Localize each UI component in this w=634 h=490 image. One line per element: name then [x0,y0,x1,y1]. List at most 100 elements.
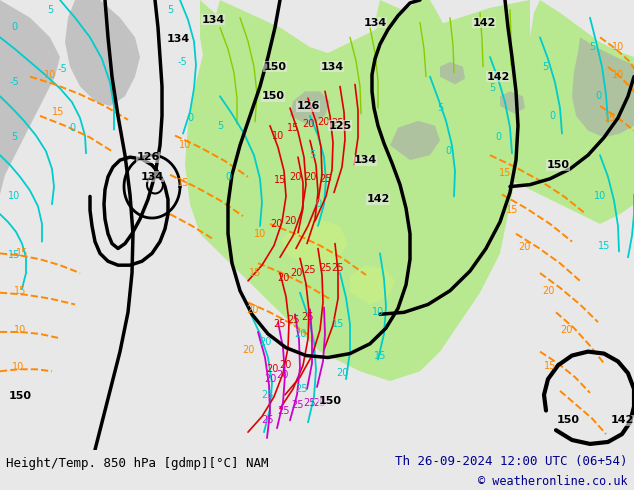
Text: 10: 10 [254,229,266,239]
Text: 20: 20 [246,305,258,316]
Text: 20: 20 [277,273,289,283]
Text: 150: 150 [557,416,579,425]
Text: 0: 0 [549,111,555,121]
Text: 20: 20 [302,119,314,129]
Text: 15: 15 [177,178,189,188]
Text: 25: 25 [292,400,304,410]
Text: 20: 20 [279,360,291,370]
Text: 25: 25 [274,319,286,329]
Text: 25: 25 [262,416,275,425]
Text: 0: 0 [225,172,231,182]
Text: 125: 125 [328,121,352,131]
Text: 150: 150 [8,391,32,401]
Text: 20: 20 [242,344,254,355]
Text: 15: 15 [374,350,386,361]
Text: 15: 15 [499,168,511,178]
Text: 0: 0 [11,23,17,32]
Polygon shape [282,219,348,268]
Text: -5: -5 [57,64,67,74]
Text: 134: 134 [363,18,387,27]
Text: 25: 25 [288,315,301,325]
Text: 10: 10 [12,362,24,372]
Polygon shape [290,91,330,126]
Text: 134: 134 [166,34,190,44]
Text: 20: 20 [518,243,530,252]
Text: 25: 25 [332,118,344,128]
Text: 126: 126 [136,152,160,162]
Text: 20: 20 [270,219,282,229]
Polygon shape [500,91,525,114]
Text: 15: 15 [544,361,556,371]
Text: 10: 10 [594,192,606,201]
Text: 15: 15 [8,250,20,260]
Text: 25: 25 [314,398,327,408]
Text: 0: 0 [187,113,193,123]
Polygon shape [376,0,634,224]
Text: 15: 15 [598,241,610,250]
Text: 25: 25 [278,406,290,416]
Polygon shape [390,121,440,160]
Text: 10: 10 [612,42,624,52]
Text: 25: 25 [319,174,331,184]
Text: 142: 142 [486,72,510,82]
Text: 10: 10 [612,70,624,80]
Text: 0: 0 [495,132,501,143]
Text: 142: 142 [472,18,496,27]
Text: 10: 10 [14,325,26,335]
Text: 10: 10 [372,307,384,318]
Text: 134: 134 [353,155,377,165]
Text: 15: 15 [249,268,261,278]
Text: 20: 20 [336,368,348,378]
Text: 10: 10 [179,140,191,150]
Text: 20: 20 [289,172,301,182]
Text: 15: 15 [332,319,344,329]
Text: 20: 20 [276,370,288,380]
Text: 150: 150 [547,160,569,170]
Text: 134: 134 [140,172,164,182]
Text: 25: 25 [304,398,316,408]
Text: 10: 10 [8,192,20,201]
Text: 5: 5 [437,103,443,113]
Text: 20: 20 [294,329,306,339]
Text: -5: -5 [177,57,187,67]
Text: 150: 150 [261,91,285,101]
Text: 0: 0 [69,122,75,133]
Text: -5: -5 [9,76,19,87]
Text: 5: 5 [47,5,53,15]
Text: 5: 5 [542,62,548,72]
Text: © weatheronline.co.uk: © weatheronline.co.uk [478,475,628,488]
Text: 15: 15 [287,122,299,133]
Text: 15: 15 [506,205,518,215]
Text: 150: 150 [264,62,287,72]
Text: 25: 25 [304,265,316,275]
Text: 25: 25 [302,312,314,322]
Text: 0: 0 [445,146,451,156]
Text: 0: 0 [595,91,601,101]
Text: 15: 15 [16,248,28,258]
Text: 15: 15 [274,175,286,185]
Text: 134: 134 [202,15,224,24]
Polygon shape [200,0,490,146]
Text: 20: 20 [560,325,573,335]
Text: Th 26-09-2024 12:00 UTC (06+54): Th 26-09-2024 12:00 UTC (06+54) [395,455,628,467]
Text: 5: 5 [489,83,495,94]
Text: 5: 5 [309,150,315,160]
Text: 20: 20 [304,172,316,182]
Polygon shape [0,0,60,195]
Polygon shape [350,265,395,304]
Text: 20: 20 [317,117,329,127]
Text: 15: 15 [604,113,616,123]
Text: 5: 5 [217,121,223,131]
Polygon shape [185,0,530,381]
Text: 25: 25 [262,390,275,400]
Text: 126: 126 [296,101,320,111]
Polygon shape [572,37,634,138]
Text: 142: 142 [611,416,634,425]
Text: 5: 5 [11,132,17,143]
Text: 20: 20 [290,268,302,278]
Text: 15: 15 [14,286,26,295]
Text: 20: 20 [542,286,554,295]
Text: 10: 10 [44,70,56,80]
Polygon shape [528,0,634,160]
Polygon shape [440,62,465,84]
